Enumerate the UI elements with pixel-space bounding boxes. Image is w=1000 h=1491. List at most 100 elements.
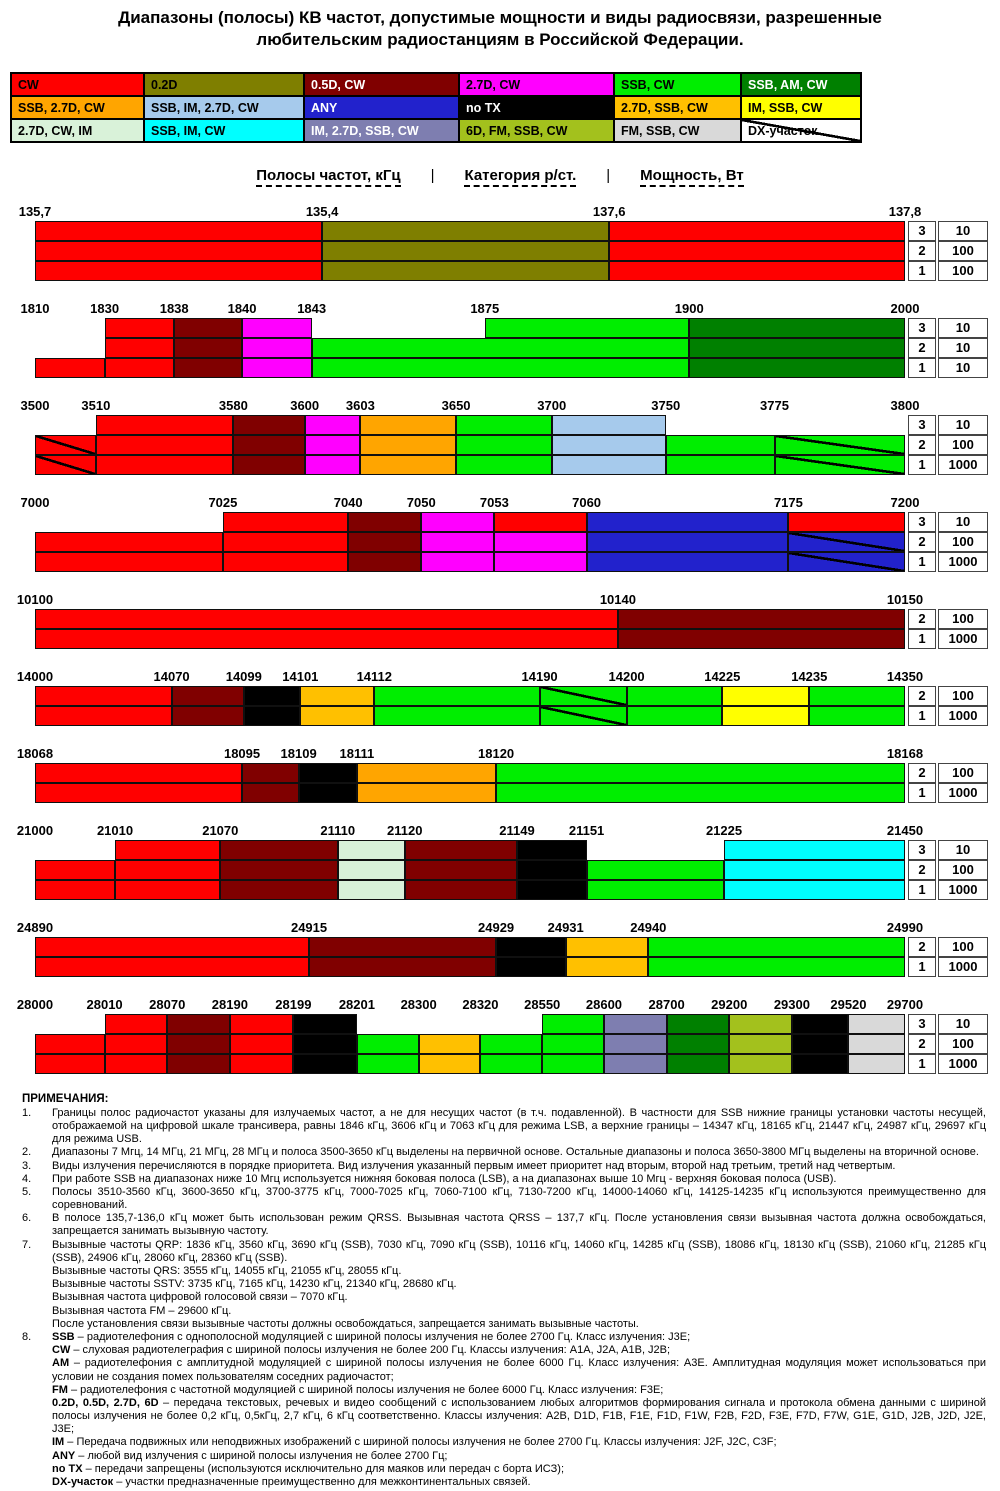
segment-olive xyxy=(322,221,610,241)
segment-lightblue xyxy=(551,415,666,435)
power-cell: 1000 xyxy=(938,1054,988,1074)
segment-black xyxy=(791,1034,849,1054)
segment-cyan xyxy=(724,840,905,860)
frequency-label: 10150 xyxy=(886,592,924,607)
segment-magenta xyxy=(421,512,495,532)
segment-black xyxy=(243,706,301,726)
segment-red xyxy=(104,358,175,378)
band-frequency-labels: 3500 3510 3580 3600 3603 3650 3700 3750 3775 3800 xyxy=(21,397,988,415)
segment-green xyxy=(665,435,775,455)
power-cell: 10 xyxy=(938,221,988,241)
segment-orange xyxy=(360,435,457,455)
segment-red xyxy=(35,221,323,241)
note-line: no TX – передачи запрещены (используются… xyxy=(52,1463,986,1476)
segment-darkred xyxy=(220,880,338,900)
note-line: Вызывные частоты SSTV: 3735 кГц, 7165 кГ… xyxy=(52,1278,457,1291)
note-item-2: 2. Диапазоны 7 Мгц, 14 МГц, 21 МГц, 28 МГ… xyxy=(22,1146,986,1159)
segment-lightblue xyxy=(551,435,666,455)
segment-green xyxy=(356,1054,419,1074)
frequency-label: 7025 xyxy=(208,495,238,510)
note-line: SSB – радиотелефония с однополосной моду… xyxy=(52,1331,986,1344)
band-frequency-labels: 135,7 135,4 137,6 137,8 xyxy=(19,203,988,221)
segment-black xyxy=(243,686,301,706)
band-frequency-labels: 1810 1830 1838 1840 1843 1875 1900 2000 xyxy=(21,300,988,318)
frequency-label: 21450 xyxy=(886,823,924,838)
frequency-label: 1840 xyxy=(227,301,257,316)
legend-row: CW 0.2D 0.5D, CW 2.7D, CW SSB, CW SSB, AM, CW xyxy=(10,72,862,97)
segment-red xyxy=(35,358,105,378)
segment-magenta xyxy=(304,415,361,435)
frequency-label: 29520 xyxy=(830,997,867,1012)
segment-red xyxy=(35,629,618,649)
band-14000: 14000 14070 14099 14101 14112 14190 14200 14225… xyxy=(17,668,988,726)
segment-red xyxy=(104,338,175,358)
segment-green-dx xyxy=(539,706,627,726)
frequency-label: 24940 xyxy=(630,920,667,935)
segment-olive xyxy=(322,241,610,261)
note-item-1: 1. Границы полос радиочастот указаны для … xyxy=(22,1107,986,1147)
note-term-definition: – радиотелефония с однополосной модуляци… xyxy=(74,1330,691,1343)
frequency-label: 7053 xyxy=(479,495,509,510)
frequency-label: 28199 xyxy=(275,997,312,1012)
segment-red xyxy=(35,783,243,803)
legend-item-palegreen: 2.7D, CW, IM xyxy=(10,118,145,143)
note-number: 6. xyxy=(22,1212,32,1225)
segment-green xyxy=(456,415,552,435)
category-cell: 1 xyxy=(908,552,936,572)
segment-blue-dx xyxy=(788,532,905,552)
note-number: 4. xyxy=(22,1172,32,1185)
note-line: При работе SSB на диапазонах ниже 10 Мгц… xyxy=(52,1172,837,1185)
segment-red xyxy=(35,880,116,900)
segment-yellowgreen xyxy=(729,1054,792,1074)
note-number: 1. xyxy=(22,1106,32,1119)
segment-green xyxy=(586,880,725,900)
legend-item-cyan: SSB, IM, CW xyxy=(143,118,305,143)
segment-darkgreen xyxy=(689,338,905,358)
segment-darkred xyxy=(220,840,338,860)
column-headers: Полосы частот, кГц | Категория р/ст. | М… xyxy=(0,167,1000,187)
segment-darkred xyxy=(174,358,243,378)
segment-magenta xyxy=(304,455,361,475)
note-term: ANY xyxy=(52,1449,76,1462)
power-cell: 100 xyxy=(938,609,988,629)
segment-magenta xyxy=(242,318,312,338)
segment-green xyxy=(626,706,723,726)
band-row-category-1: 1 1000 xyxy=(35,880,988,900)
segment-blue xyxy=(586,552,789,572)
note-line: IM – Передача подвижных или неподвижных … xyxy=(52,1436,986,1449)
note-line: Вызывная частота FM – 29600 кГц. xyxy=(52,1304,232,1317)
note-line: Виды излучения перечисляются в порядке п… xyxy=(52,1159,896,1172)
segment-green xyxy=(496,783,905,803)
frequency-label: 135,4 xyxy=(305,204,339,219)
segment-slate xyxy=(603,1054,667,1074)
segment-red xyxy=(115,860,221,880)
frequency-label: 24929 xyxy=(478,920,515,935)
frequency-label: 21120 xyxy=(387,823,423,838)
note-line: 0.2D, 0.5D, 2.7D, 6D – передача текстовы… xyxy=(52,1397,986,1437)
note-number: 7. xyxy=(22,1238,32,1251)
segment-darkgreen xyxy=(666,1034,730,1054)
segment-darkred xyxy=(348,532,422,552)
band-row-category-2: 2 100 xyxy=(35,609,988,629)
frequency-label: 7175 xyxy=(773,495,803,510)
segment-gray xyxy=(848,1034,905,1054)
note-item-5: 5. Полосы 3510-3560 кГц, 3600-3650 кГц, 3… xyxy=(22,1186,986,1212)
frequency-label: 24890 xyxy=(16,920,54,935)
segment-darkred xyxy=(404,880,517,900)
band-row-category-1: 1 1000 xyxy=(35,629,988,649)
segment-darkred xyxy=(309,937,497,957)
power-cell: 100 xyxy=(938,532,988,552)
segment-red xyxy=(115,880,221,900)
frequency-label: 29200 xyxy=(711,997,748,1012)
frequency-label: 7040 xyxy=(333,495,363,510)
segment-blue-dx xyxy=(788,552,905,572)
segment-darkred xyxy=(174,338,243,358)
note-line: Вызывные частоты QRP: 1836 кГц, 3560 кГц… xyxy=(52,1238,986,1264)
power-cell: 10 xyxy=(938,338,988,358)
frequency-label: 2000 xyxy=(890,301,920,316)
page-title-line2: любительским радиостанциям в Российской … xyxy=(256,30,744,49)
power-cell: 10 xyxy=(938,415,988,435)
segment-magenta xyxy=(304,435,361,455)
segment-black xyxy=(293,1034,357,1054)
note-text: Виды излучения перечисляются в порядке п… xyxy=(52,1160,986,1173)
